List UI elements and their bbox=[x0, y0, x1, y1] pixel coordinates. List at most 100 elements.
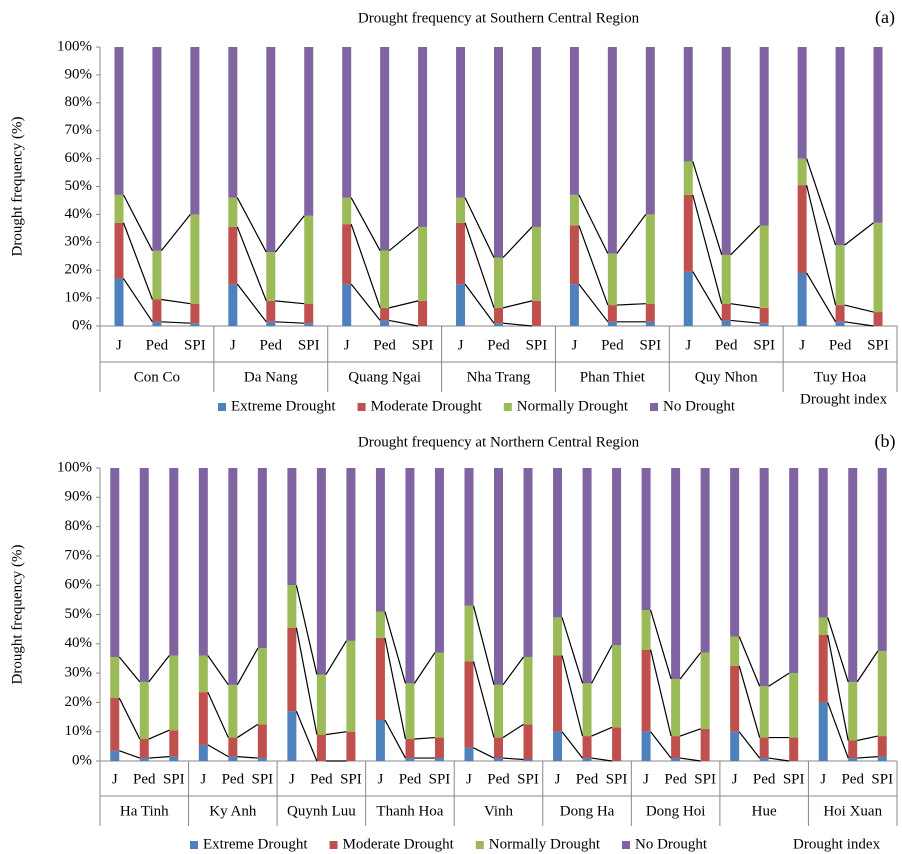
connector-line bbox=[502, 757, 524, 761]
legend-swatch bbox=[650, 403, 659, 411]
bar-segment bbox=[671, 736, 681, 759]
group-label: Con Co bbox=[134, 369, 180, 385]
connector-line bbox=[730, 303, 760, 309]
x-tick-label: Ped bbox=[601, 337, 624, 353]
bar-segment bbox=[434, 737, 444, 759]
bar-segment bbox=[494, 323, 503, 326]
connector-line bbox=[578, 225, 609, 306]
bar-segment bbox=[641, 610, 651, 650]
x-axis-label: Drought index bbox=[800, 391, 888, 407]
bar-segment bbox=[569, 194, 579, 226]
x-tick-label: Ped bbox=[133, 771, 156, 787]
connector-line bbox=[738, 731, 761, 759]
bar-segment bbox=[683, 161, 693, 195]
bar-segment bbox=[375, 468, 385, 612]
bar-segment bbox=[645, 214, 655, 304]
x-tick-label: J bbox=[458, 337, 464, 353]
bar-segment bbox=[434, 758, 444, 761]
connector-line bbox=[472, 661, 495, 738]
panel-label: (a) bbox=[875, 7, 895, 28]
connector-line bbox=[692, 271, 723, 321]
y-tick-label: 50% bbox=[65, 178, 93, 194]
connector-line bbox=[274, 215, 305, 253]
legend-label: Extreme Drought bbox=[203, 836, 308, 852]
connector-line bbox=[207, 744, 229, 758]
connector-line bbox=[118, 656, 141, 683]
bar-segment bbox=[228, 684, 238, 738]
bar-segment bbox=[494, 257, 503, 308]
bar-segment bbox=[346, 640, 356, 732]
bar-segment bbox=[380, 320, 390, 326]
bar-segment bbox=[342, 47, 352, 198]
bar-segment bbox=[304, 215, 314, 304]
connector-line bbox=[844, 321, 874, 327]
connector-line bbox=[730, 225, 761, 256]
bar-segment bbox=[494, 758, 503, 761]
bar-segment bbox=[152, 321, 162, 326]
bar-segment bbox=[835, 321, 845, 326]
y-tick-label: 70% bbox=[65, 122, 93, 138]
connector-line bbox=[325, 640, 347, 675]
bar-segment bbox=[759, 225, 769, 308]
connector-line bbox=[502, 300, 533, 309]
group-label: Dong Hoi bbox=[646, 803, 706, 819]
connector-line bbox=[502, 656, 525, 686]
bar-segment bbox=[582, 683, 592, 737]
bar-segment bbox=[190, 214, 200, 304]
bar-segment bbox=[877, 651, 887, 737]
bar-segment bbox=[198, 655, 208, 693]
x-tick-label: Ped bbox=[146, 337, 169, 353]
bar-segment bbox=[405, 683, 415, 740]
bar-segment bbox=[645, 321, 655, 326]
bar-segment bbox=[645, 47, 655, 215]
x-tick-label: J bbox=[112, 771, 118, 787]
bar-segment bbox=[818, 617, 828, 636]
connector-line bbox=[591, 644, 613, 684]
bar-segment bbox=[304, 47, 314, 216]
bar-segment bbox=[304, 323, 314, 326]
bar-segment bbox=[190, 303, 200, 324]
bar-segment bbox=[494, 684, 503, 738]
bar-segment bbox=[582, 468, 592, 684]
connector-line bbox=[768, 757, 790, 762]
connector-line bbox=[237, 756, 258, 759]
bar-segment bbox=[494, 47, 503, 258]
legend-swatch bbox=[329, 841, 338, 849]
bar-segment bbox=[683, 47, 693, 162]
bar-segment bbox=[456, 47, 466, 198]
connector-line bbox=[591, 757, 613, 762]
bar-segment bbox=[266, 321, 276, 326]
x-tick-label: SPI bbox=[753, 337, 775, 353]
connector-line bbox=[160, 214, 191, 252]
bar-segment bbox=[464, 468, 474, 606]
bar-segment bbox=[494, 307, 503, 324]
connector-line bbox=[388, 226, 419, 252]
bar-segment bbox=[671, 468, 681, 679]
connector-line bbox=[384, 719, 406, 759]
connector-line bbox=[650, 731, 672, 759]
bar-segment bbox=[523, 656, 533, 725]
bar-segment bbox=[380, 47, 390, 251]
x-tick-label: J bbox=[685, 337, 691, 353]
bar-segment bbox=[456, 222, 466, 285]
bar-segment bbox=[759, 47, 769, 226]
connector-line bbox=[844, 304, 874, 313]
bar-segment bbox=[228, 226, 238, 285]
bar-segment bbox=[287, 627, 297, 712]
x-tick-label: SPI bbox=[517, 771, 539, 787]
connector-line bbox=[616, 214, 647, 254]
x-tick-label: J bbox=[643, 771, 649, 787]
connector-line bbox=[692, 161, 723, 256]
bar-segment bbox=[114, 47, 124, 195]
connector-line bbox=[827, 634, 849, 741]
bar-segment bbox=[612, 727, 622, 761]
connector-line bbox=[236, 283, 267, 323]
x-tick-label: Ped bbox=[373, 337, 396, 353]
bar-segment bbox=[641, 468, 651, 611]
bar-segment bbox=[848, 758, 858, 761]
connector-line bbox=[207, 691, 229, 738]
bar-segment bbox=[789, 673, 799, 738]
bar-segment bbox=[789, 737, 799, 761]
connector-line bbox=[161, 321, 191, 324]
